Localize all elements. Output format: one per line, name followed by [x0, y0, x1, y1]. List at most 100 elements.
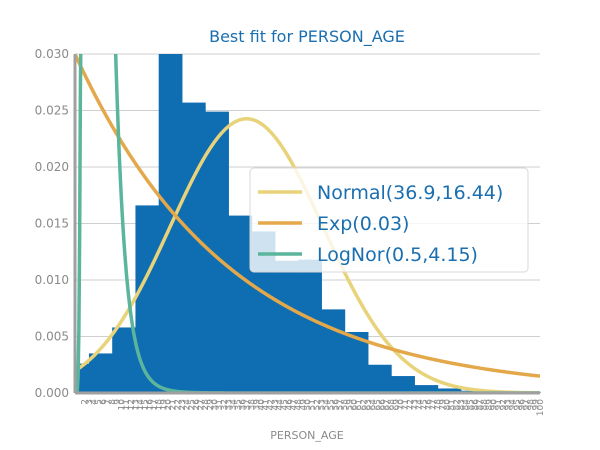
x-tick-label: 17 [150, 399, 160, 410]
x-tick-label: 5 [94, 399, 104, 405]
x-tick-label: 15 [141, 399, 151, 410]
x-tick-label: 68 [387, 399, 397, 411]
x-tick-label: 6 [99, 399, 109, 405]
x-tick-label: 96 [517, 399, 527, 411]
x-tick-label: 32 [220, 399, 230, 410]
x-tick-label: 39 [252, 399, 262, 411]
x-tick-label: 50 [304, 399, 314, 411]
x-tick-label: 74 [415, 399, 425, 411]
x-tick-label: 82 [452, 399, 462, 410]
histogram-bar [414, 385, 439, 393]
x-tick-label: 16 [145, 399, 155, 411]
x-tick-label: 75 [420, 399, 430, 410]
x-tick-label: 25 [187, 399, 197, 410]
y-tick-label: 0.005 [35, 330, 69, 344]
x-tick-label: 23 [178, 399, 188, 410]
x-tick-label: 63 [364, 399, 374, 410]
x-tick-label: 76 [424, 399, 434, 411]
x-tick-label: 83 [457, 399, 467, 410]
x-tick-label: 90 [490, 399, 500, 411]
x-tick-label: 94 [508, 399, 518, 411]
y-tick-label: 0.015 [35, 217, 69, 231]
x-tick-label: 4 [90, 399, 100, 405]
legend: Normal(36.9,16.44) Exp(0.03) LogNor(0.5,4.… [249, 167, 529, 273]
x-tick-label: 51 [308, 399, 318, 410]
x-tick-label: 92 [499, 399, 509, 410]
x-tick-label: 86 [471, 399, 481, 411]
x-tick-label: 40 [257, 399, 267, 411]
x-tick-label: 88 [480, 399, 490, 411]
x-tick-label: 71 [401, 399, 411, 410]
x-tick-label: 47 [290, 399, 300, 410]
histogram-bar [437, 388, 462, 393]
x-tick-label: 91 [494, 399, 504, 410]
y-tick-label: 0.030 [35, 47, 69, 61]
x-tick-label: 48 [294, 399, 304, 411]
x-tick-label: 58 [341, 399, 351, 411]
x-tick-label: 59 [345, 399, 355, 411]
x-tick-label: 20 [164, 399, 174, 411]
x-tick-label: 41 [262, 399, 272, 410]
x-tick-label: 70 [397, 399, 407, 411]
x-tick-label: 98 [527, 399, 537, 411]
x-tick-label: 95 [513, 399, 523, 410]
x-tick-label: 53 [317, 399, 327, 410]
x-tick-label: 19 [159, 399, 169, 411]
fit-curve-exponential [75, 54, 540, 378]
x-tick-label: 72 [406, 399, 416, 410]
x-tick-label: 67 [383, 399, 393, 410]
legend-box [249, 167, 529, 273]
histogram-bar [205, 111, 229, 393]
x-tick-label: 11 [122, 399, 132, 410]
x-tick-label: 3 [85, 399, 95, 405]
x-tick-label: 28 [201, 399, 211, 411]
x-tick-label: 42 [266, 399, 276, 410]
x-tick-labels: 2345678910111213141516171819202122232425… [80, 399, 546, 416]
histogram-bar [367, 364, 392, 393]
y-tick-labels: 0.000 0.005 0.010 0.015 0.020 0.025 0.030 [35, 47, 69, 400]
x-tick-label: 81 [448, 399, 458, 410]
x-tick-label: 8 [108, 399, 118, 405]
x-tick-label: 10 [118, 399, 128, 411]
x-tick-label: 62 [359, 399, 369, 410]
x-tick-label: 18 [155, 399, 165, 411]
histogram-bar [298, 259, 322, 393]
legend-label: Exp(0.03) [317, 213, 409, 235]
x-tick-label: 73 [410, 399, 420, 410]
x-tick-label: 24 [183, 399, 193, 411]
axes [73, 54, 540, 395]
histogram-bar [274, 260, 299, 393]
histogram-bar [135, 205, 160, 393]
chart-title: Best fit for PERSON_AGE [209, 27, 405, 47]
x-tick-label: 27 [197, 399, 207, 410]
x-tick-label: 36 [238, 399, 248, 411]
x-tick-label: 2 [80, 399, 90, 405]
x-tick-label: 93 [503, 399, 513, 410]
histogram-bar [228, 215, 253, 393]
histogram-bar [391, 376, 415, 393]
x-tick-label: 79 [438, 399, 448, 411]
x-tick-label: 44 [276, 399, 286, 411]
y-tick-label: 0.010 [35, 273, 69, 287]
x-tick-label: 64 [369, 399, 379, 411]
x-tick-label: 12 [127, 399, 137, 410]
x-tick-label: 33 [224, 399, 234, 410]
x-tick-label: 97 [522, 399, 532, 410]
x-tick-label: 99 [531, 399, 541, 411]
y-tick-label: 0.020 [35, 160, 69, 174]
x-tick-label: 14 [136, 399, 146, 411]
x-tick-label: 31 [215, 399, 225, 410]
x-tick-label: 30 [211, 399, 221, 411]
x-tick-label: 49 [299, 399, 309, 411]
x-tick-label: 43 [271, 399, 281, 410]
x-tick-label: 7 [104, 399, 114, 405]
x-tick-label: 29 [206, 399, 216, 411]
x-tick-label: 61 [355, 399, 365, 410]
y-tick-label: 0.025 [35, 104, 69, 118]
x-tick-label: 54 [322, 399, 332, 411]
histogram-bar [181, 102, 206, 393]
x-tick-label: 87 [476, 399, 486, 410]
fit-curve-lognormal [75, 54, 540, 393]
x-tick-label: 35 [234, 399, 244, 410]
